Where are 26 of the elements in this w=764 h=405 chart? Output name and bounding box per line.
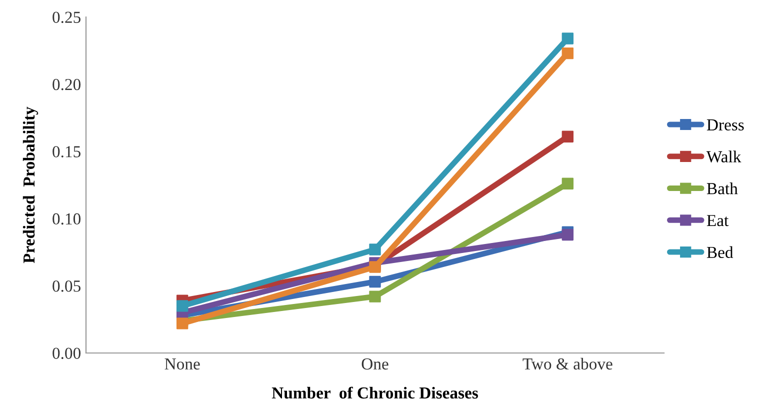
y-tick-label: 0.20 [52,78,81,90]
y-tick-label: 0.00 [52,348,81,360]
point [176,300,188,312]
legend-label: Walk [706,150,742,162]
legend-label: Bath [706,182,738,194]
legend-label: Dress [706,119,744,130]
point [369,244,381,256]
x-tick-label: None [164,358,200,370]
legend-label: Eat [706,215,729,226]
point [562,47,574,60]
x-axis-title: Number of Chronic Diseases [272,386,478,399]
y-tick-label: 0.05 [52,280,80,292]
point [562,178,574,190]
x-tick-label: Two & above [522,358,612,370]
point [562,130,574,142]
point [369,276,381,288]
point [562,228,574,241]
legend-label: Bed [706,246,734,258]
y-tick-label: 0.15 [52,146,80,158]
y-axis-title: Predicted Probability [22,106,38,264]
y-tick-label: 0.25 [52,12,80,24]
x-tick-label: One [362,358,388,370]
point [369,290,381,302]
y-tick-label: 0.10 [52,213,81,225]
point [176,318,188,330]
point [562,32,574,44]
